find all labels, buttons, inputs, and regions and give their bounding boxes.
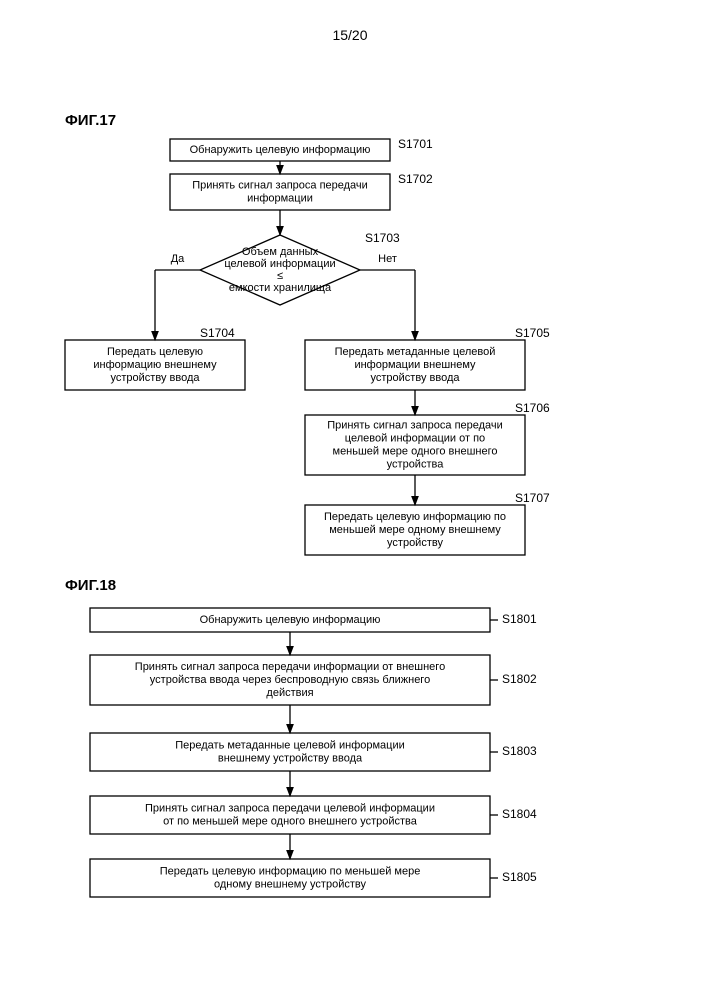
page-number: 15/20	[332, 27, 367, 43]
svg-text:от по меньшей мере одного внеш: от по меньшей мере одного внешнего устро…	[163, 815, 418, 827]
step-label: S1801	[502, 612, 537, 626]
svg-text:меньшей мере одному внешнему: меньшей мере одному внешнему	[329, 524, 501, 536]
svg-text:устройству: устройству	[387, 537, 443, 549]
svg-text:Передать метаданные целевой ин: Передать метаданные целевой информации	[175, 739, 405, 751]
step-label: S1704	[200, 326, 235, 340]
svg-text:≤: ≤	[277, 270, 283, 282]
branch-no: Нет	[378, 253, 397, 265]
step-label: S1803	[502, 744, 537, 758]
svg-text:Обнаружить целевую информацию: Обнаружить целевую информацию	[200, 614, 381, 626]
svg-text:Обнаружить целевую информацию: Обнаружить целевую информацию	[190, 144, 371, 156]
svg-text:Принять сигнал запроса передач: Принять сигнал запроса передачи информац…	[135, 661, 445, 673]
svg-text:одному внешнему устройству: одному внешнему устройству	[214, 878, 366, 890]
step-label: S1702	[398, 172, 433, 186]
svg-text:внешнему устройству ввода: внешнему устройству ввода	[218, 752, 363, 764]
svg-text:Объем данных: Объем данных	[242, 246, 319, 258]
step-label: S1706	[515, 401, 550, 415]
step-label: S1804	[502, 807, 537, 821]
step-label: S1707	[515, 491, 550, 505]
step-label: S1805	[502, 870, 537, 884]
svg-text:целевой информации: целевой информации	[224, 258, 335, 270]
svg-text:Передать целевую информацию по: Передать целевую информацию по	[324, 511, 506, 523]
svg-text:целевой информации от по: целевой информации от по	[345, 432, 485, 444]
svg-text:информации: информации	[247, 192, 313, 204]
fig18-title: ФИГ.18	[65, 577, 116, 594]
svg-text:емкости хранилища: емкости хранилища	[229, 282, 332, 294]
svg-text:устройству ввода: устройству ввода	[111, 372, 201, 384]
svg-text:Принять сигнал запроса передач: Принять сигнал запроса передачи	[192, 179, 368, 191]
svg-text:информацию внешнему: информацию внешнему	[93, 359, 217, 371]
svg-text:Принять сигнал запроса передач: Принять сигнал запроса передачи целевой …	[145, 802, 435, 814]
branch-yes: Да	[171, 253, 185, 265]
svg-text:Передать метаданные целевой: Передать метаданные целевой	[335, 346, 496, 358]
svg-text:устройства ввода через беспров: устройства ввода через беспроводную связ…	[150, 674, 430, 686]
svg-text:устройства: устройства	[387, 458, 445, 470]
svg-text:действия: действия	[266, 687, 313, 699]
step-label: S1701	[398, 137, 433, 151]
svg-text:информации внешнему: информации внешнему	[354, 359, 476, 371]
svg-text:меньшей мере одного внешнего: меньшей мере одного внешнего	[333, 445, 498, 457]
svg-text:Принять сигнал запроса передач: Принять сигнал запроса передачи	[327, 419, 503, 431]
step-label: S1705	[515, 326, 550, 340]
svg-text:Передать целевую информацию по: Передать целевую информацию по меньшей м…	[160, 865, 421, 877]
svg-text:устройству ввода: устройству ввода	[371, 372, 461, 384]
fig17-title: ФИГ.17	[65, 112, 116, 129]
svg-text:Передать целевую: Передать целевую	[107, 346, 203, 358]
step-label: S1802	[502, 672, 537, 686]
step-label: S1703	[365, 231, 400, 245]
